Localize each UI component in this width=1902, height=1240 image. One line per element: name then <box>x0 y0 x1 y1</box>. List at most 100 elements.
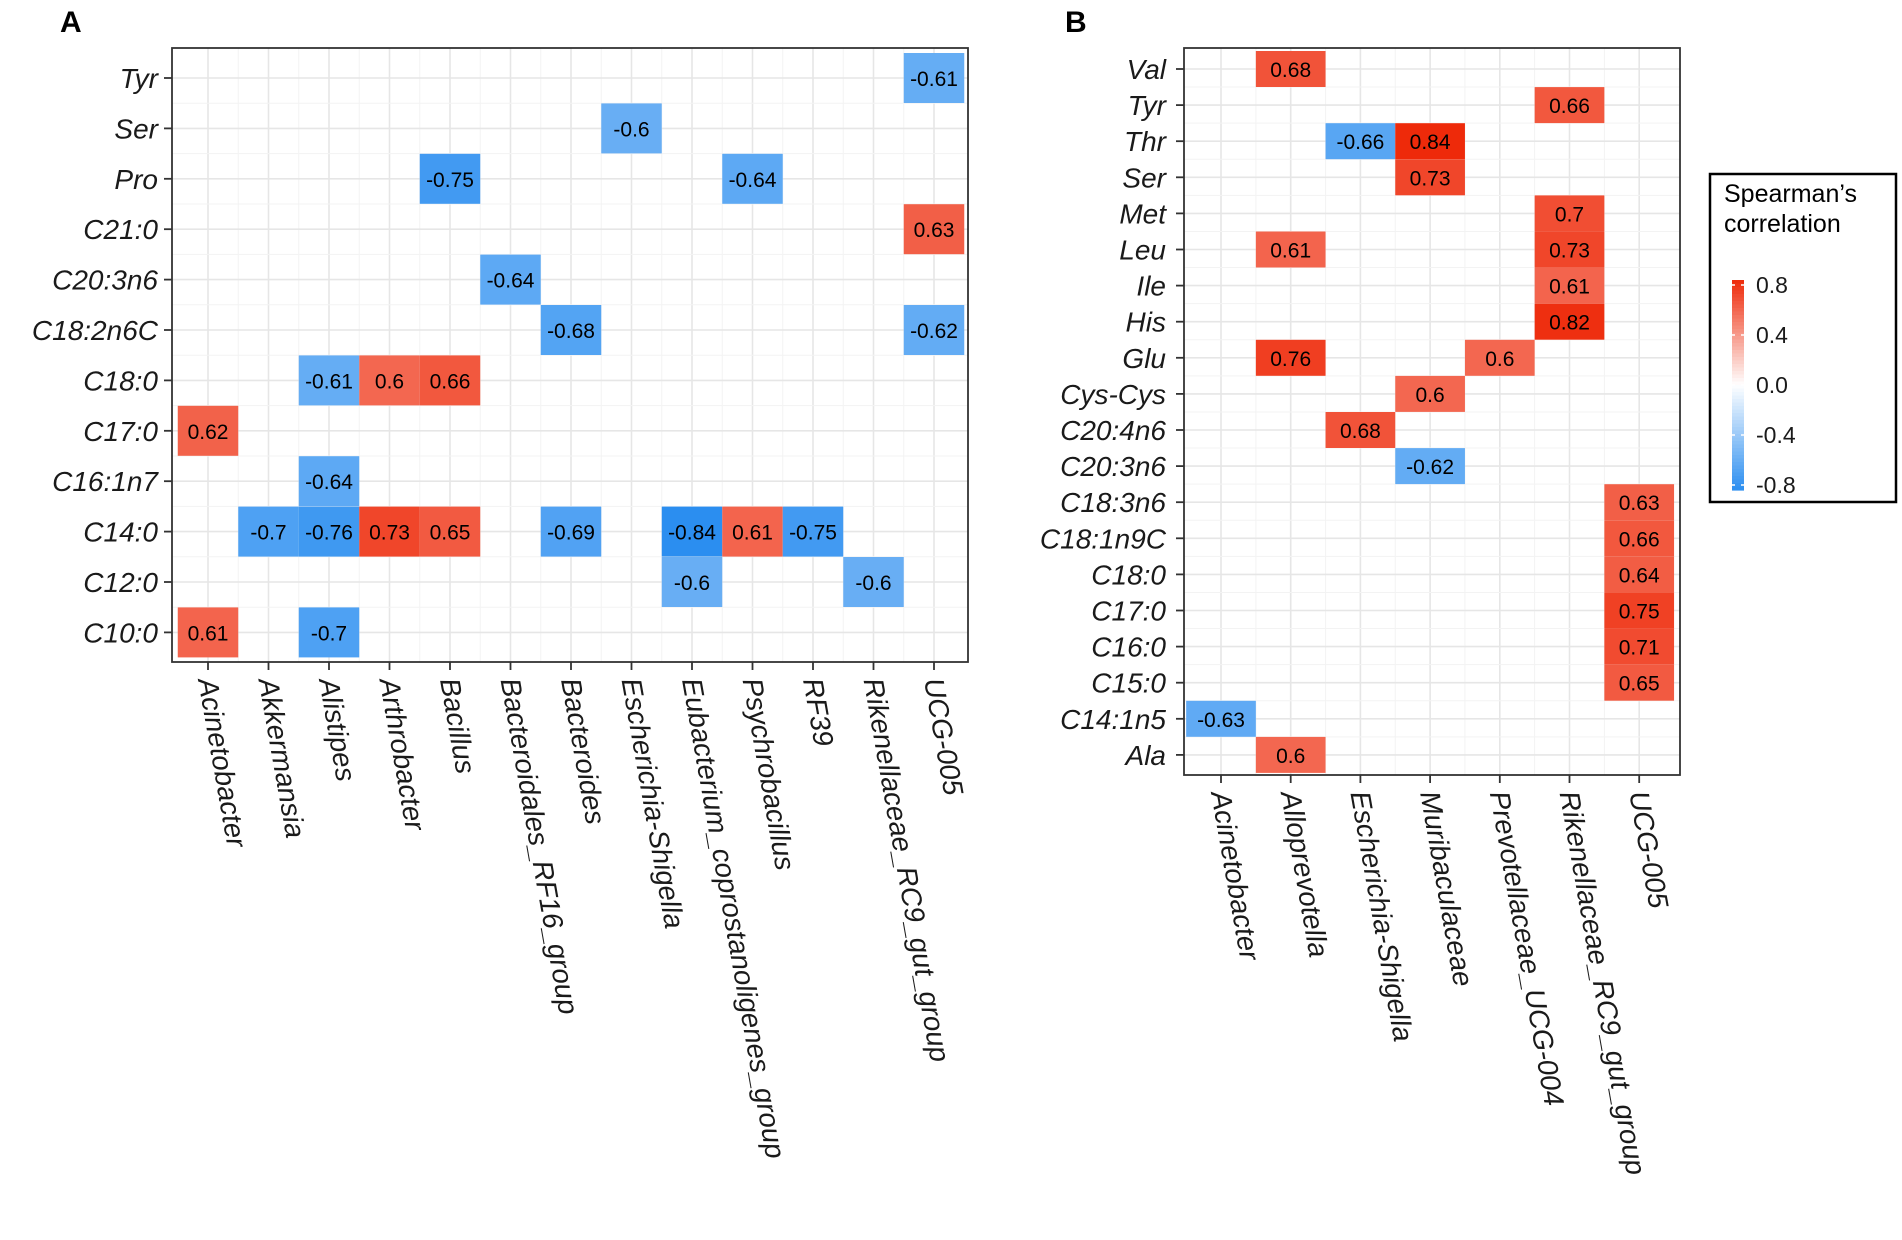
pa-cell-label: -0.6 <box>855 572 891 595</box>
pa-cell-label: -0.7 <box>250 522 286 545</box>
pb-cell-label: 0.7 <box>1555 203 1584 226</box>
pb-y-tick-label-thr: Thr <box>1124 126 1168 157</box>
pb-cell-escherichia-shigella-thr <box>1325 123 1396 160</box>
pa-x-tick-label-escherichia-shigella: Escherichia-Shigella <box>616 676 691 931</box>
legend-gradient-step <box>1732 301 1744 306</box>
pa-cell-label: -0.69 <box>547 522 595 545</box>
pa-y-tick-label-ser: Ser <box>114 113 159 144</box>
pa-y-tick-label-c12-0: C12:0 <box>83 567 158 598</box>
legend-gradient-step <box>1732 434 1744 439</box>
legend-gradient-step <box>1732 388 1744 393</box>
legend-gradient-step <box>1732 381 1744 386</box>
legend-gradient-step <box>1732 469 1744 474</box>
legend-title-line2: correlation <box>1724 210 1841 238</box>
pa-y-tick-label-c14-0: C14:0 <box>83 517 158 548</box>
legend-gradient-step <box>1732 343 1744 348</box>
legend-gradient-step <box>1732 311 1744 316</box>
legend-gradient-step <box>1732 437 1744 442</box>
pb-cell-ucg-005-c17-0 <box>1604 592 1675 629</box>
pb-cell-label: 0.71 <box>1619 637 1660 660</box>
pa-cell-label: 0.66 <box>430 370 471 393</box>
pb-y-tick-label-c16-0: C16:0 <box>1091 632 1166 663</box>
pa-y-tick-label-c18-2n6c: C18:2n6C <box>32 315 159 346</box>
legend-gradient-step <box>1732 413 1744 418</box>
pb-cell-label: 0.75 <box>1619 601 1660 624</box>
legend-gradient-step <box>1732 332 1744 337</box>
legend-gradient-step <box>1732 294 1744 299</box>
pb-y-tick-label-c18-1n9c: C18:1n9C <box>1040 523 1167 554</box>
pa-cell-escherichia-shigella-ser <box>601 103 662 154</box>
pb-y-tick-label-his: His <box>1126 307 1166 338</box>
pb-cell-ucg-005-c18-0 <box>1604 556 1675 593</box>
pb-cell-label: 0.6 <box>1415 384 1444 407</box>
legend-gradient-step <box>1732 367 1744 372</box>
pb-cell-escherichia-shigella-c20-4n6 <box>1325 412 1396 448</box>
pb-x-tick-label-prevotellaceae-ucg-004: Prevotellaceae_UCG-004 <box>1484 789 1570 1109</box>
pa-cell-ucg-005-tyr <box>903 53 965 103</box>
pa-cell-alistipes-c14-0 <box>298 506 360 557</box>
pb-cell-label: 0.66 <box>1619 528 1660 551</box>
pb-y-tick-label-tyr: Tyr <box>1128 90 1168 121</box>
legend-gradient-step <box>1732 353 1744 358</box>
pb-y-tick-label-ala: Ala <box>1124 740 1166 771</box>
pa-x-tick-label-akkermansia: Akkermansia <box>252 674 311 841</box>
legend-gradient-step <box>1732 451 1744 456</box>
legend-gradient-step <box>1732 385 1744 390</box>
pa-cell-bacillus-c14-0 <box>419 506 481 557</box>
legend-gradient-step <box>1732 395 1744 400</box>
legend-gradient-step <box>1732 423 1744 428</box>
legend-gradient-step <box>1732 280 1744 285</box>
pa-cell-rikenellaceae-rc9-gut-group-c12-0 <box>843 557 904 607</box>
legend-gradient-step <box>1732 336 1744 341</box>
legend-gradient-step <box>1732 416 1744 421</box>
legend-gradient-step <box>1732 315 1744 320</box>
legend-gradient-step <box>1732 339 1744 344</box>
pb-cell-label: 0.61 <box>1549 276 1590 299</box>
pa-cell-arthrobacter-c14-0 <box>359 506 420 557</box>
pb-cell-label: 0.73 <box>1549 240 1590 263</box>
pb-cell-label: 0.65 <box>1619 673 1660 696</box>
pb-cell-label: 0.68 <box>1340 420 1381 443</box>
pa-cell-bacteroides-c18-2n6c <box>540 305 602 355</box>
pa-cell-bacteroides-c14-0 <box>540 506 602 557</box>
legend-gradient-step <box>1732 297 1744 302</box>
pa-x-tick-label-ucg-005: UCG-005 <box>918 676 969 798</box>
legend-gradient-step <box>1732 458 1744 463</box>
legend-gradient-step <box>1732 420 1744 425</box>
pa-cell-bacteroidales-rf16-group-c20-3n6 <box>480 254 541 305</box>
pb-cell-alloprevotella-val <box>1255 51 1326 87</box>
pb-cell-label: 0.63 <box>1619 492 1660 515</box>
pa-cell-label: -0.75 <box>789 522 837 545</box>
pb-cell-acinetobacter-c14-1n5 <box>1186 700 1256 737</box>
pa-x-tick-label-alistipes: Alistipes <box>313 674 362 784</box>
pb-cell-label: 0.73 <box>1410 167 1451 190</box>
pa-y-tick-label-tyr: Tyr <box>120 63 160 94</box>
legend-gradient-step <box>1732 402 1744 407</box>
pa-cell-eubacterium-coprostanoligenes-group-c12-0 <box>661 557 723 607</box>
pb-x-tick-label-ucg-005: UCG-005 <box>1623 789 1674 911</box>
pa-y-tick-label-c16-1n7: C16:1n7 <box>52 466 159 497</box>
legend-gradient-step <box>1732 290 1744 295</box>
legend-gradient-step <box>1732 371 1744 376</box>
pa-x-tick-label-arthrobacter: Arthrobacter <box>373 674 431 835</box>
legend-gradient-step <box>1732 399 1744 404</box>
pb-cell-label: 0.84 <box>1410 131 1451 154</box>
pb-y-tick-label-val: Val <box>1127 54 1167 85</box>
pa-cell-arthrobacter-c18-0 <box>359 355 420 406</box>
pb-cell-muribaculaceae-c20-3n6 <box>1395 448 1465 485</box>
pa-cell-ucg-005-c18-2n6c <box>903 305 965 355</box>
legend-gradient-step <box>1732 455 1744 460</box>
legend-gradient-step <box>1732 308 1744 313</box>
pb-cell-muribaculaceae-cys-cys <box>1395 375 1465 412</box>
pb-y-tick-label-c20-3n6: C20:3n6 <box>1060 451 1166 482</box>
pa-cell-acinetobacter-c17-0 <box>177 405 239 456</box>
pa-cell-label: 0.6 <box>375 370 404 393</box>
legend-gradient-step <box>1732 444 1744 449</box>
panel-b-label: B <box>1065 6 1087 39</box>
pa-cell-label: -0.68 <box>547 320 595 343</box>
pa-cell-label: -0.64 <box>305 471 353 494</box>
pa-cell-label: -0.84 <box>668 522 716 545</box>
pa-y-tick-label-c21-0: C21:0 <box>83 214 158 245</box>
pa-cell-label: -0.6 <box>613 118 649 141</box>
pb-y-tick-label-c14-1n5: C14:1n5 <box>1060 704 1166 735</box>
